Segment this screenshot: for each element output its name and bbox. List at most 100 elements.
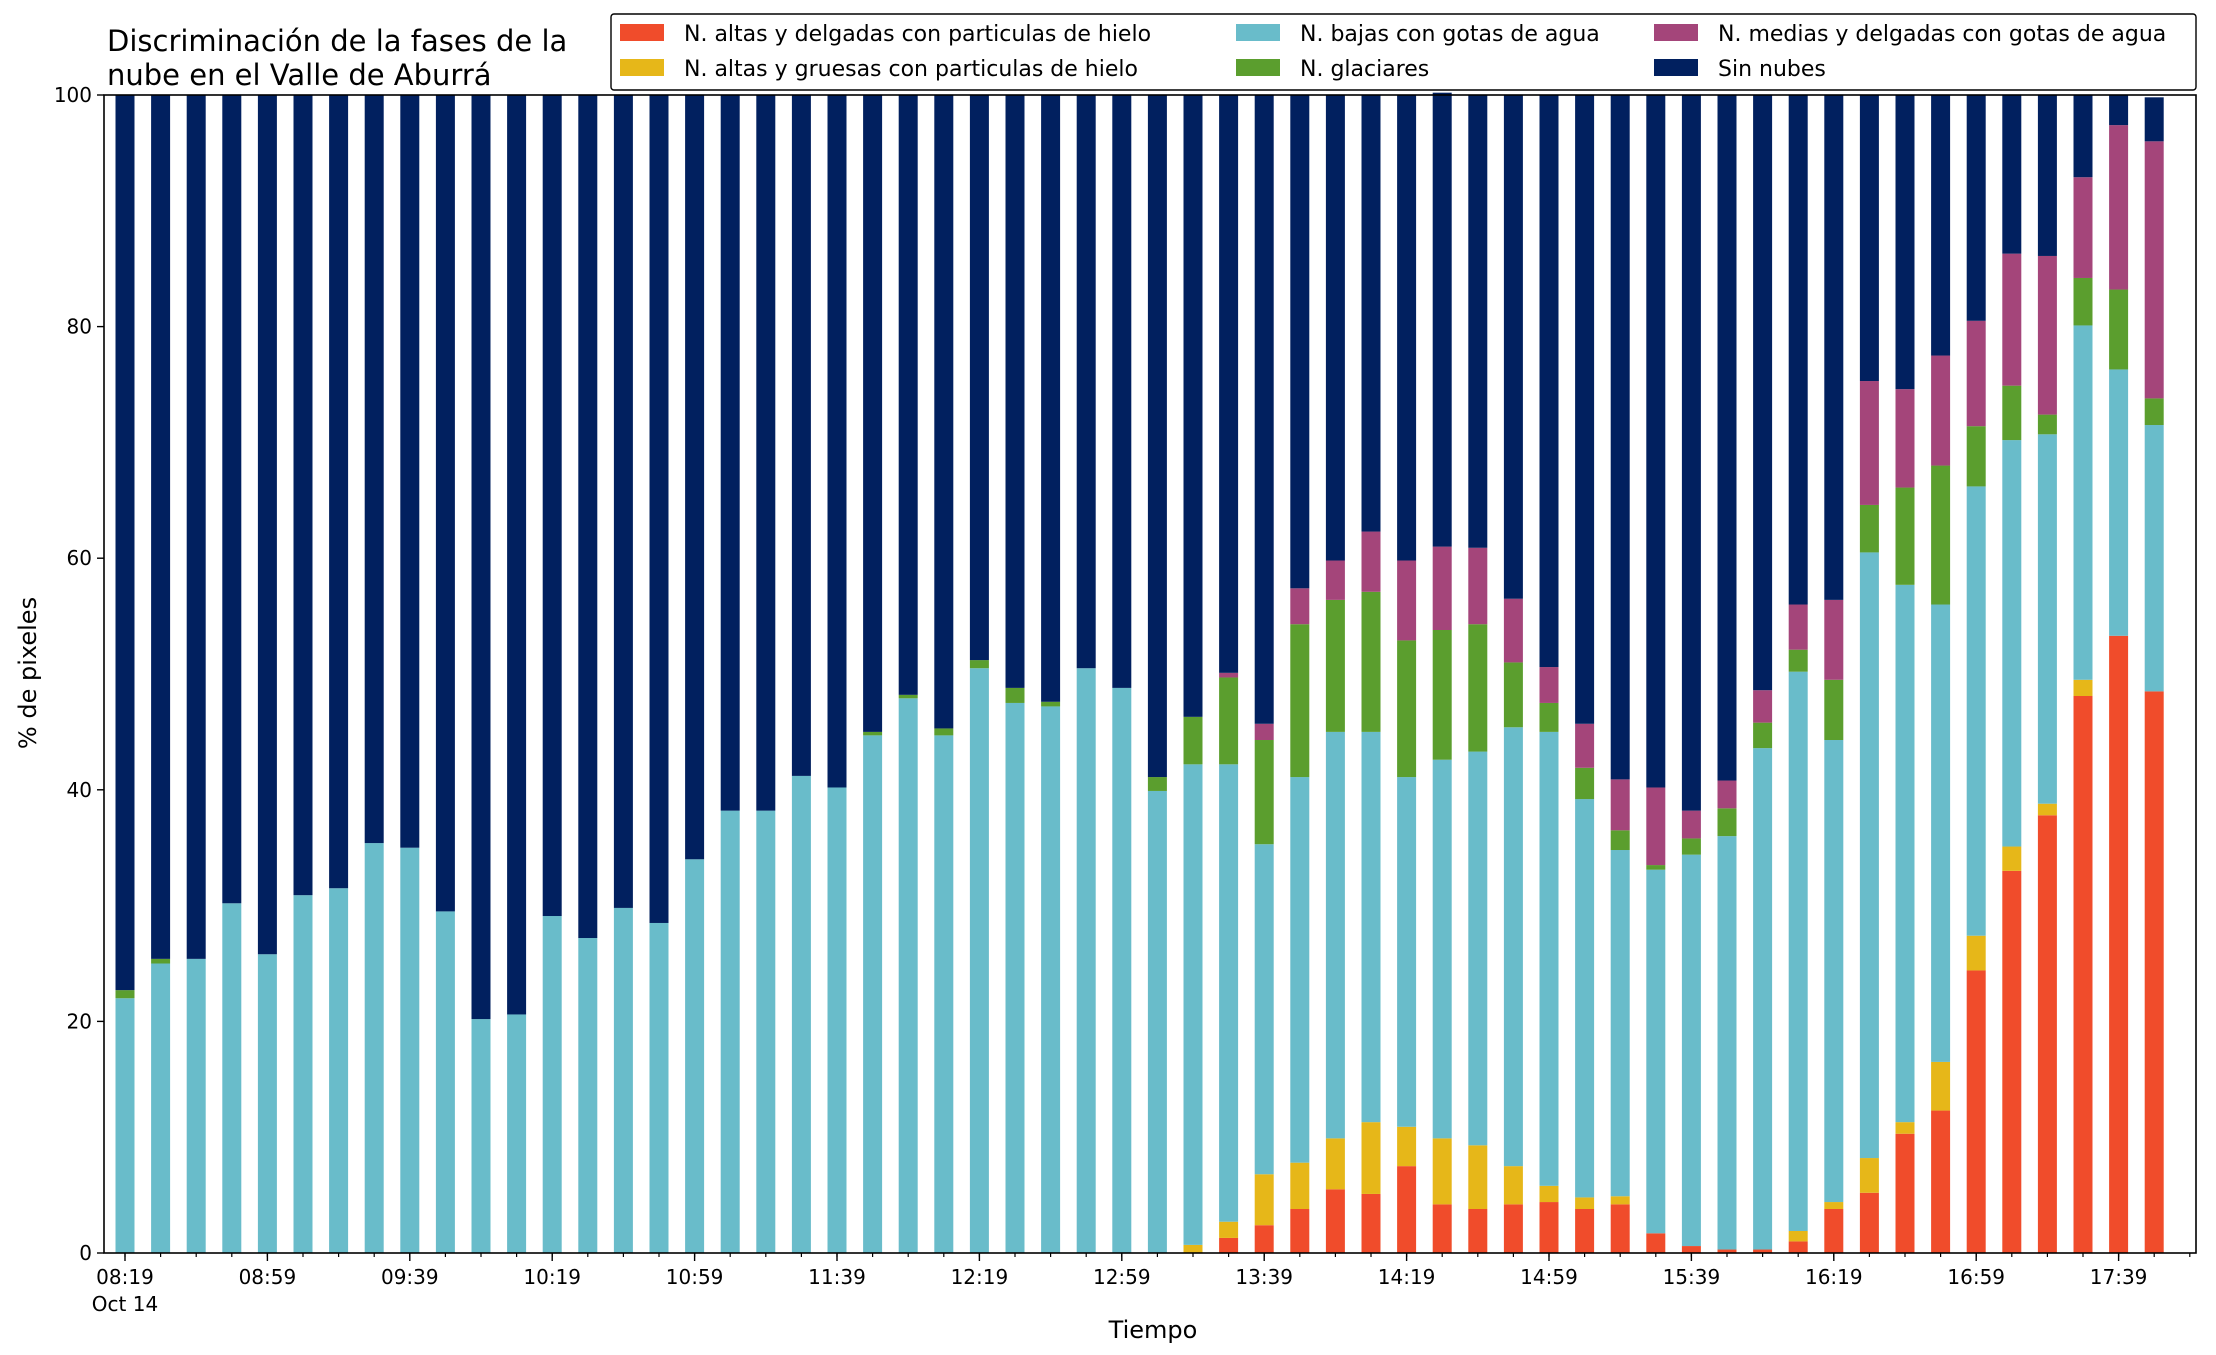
bar-segment bbox=[1575, 1197, 1595, 1209]
bar-segment bbox=[2144, 425, 2164, 692]
bar-segment bbox=[1931, 1110, 1951, 1253]
bar-segment bbox=[1610, 779, 1630, 831]
bar-stack bbox=[2037, 95, 2057, 1253]
y-tick-label: 60 bbox=[67, 546, 92, 570]
bar-stack bbox=[2144, 97, 2164, 1253]
bar-segment bbox=[685, 859, 705, 1253]
bar-segment bbox=[1859, 504, 1879, 553]
bar-segment bbox=[1931, 465, 1951, 605]
bar-segment bbox=[2002, 846, 2022, 871]
bar-segment bbox=[1895, 95, 1915, 390]
x-tick-label: 08:19 bbox=[96, 1265, 154, 1289]
bar-segment bbox=[1290, 624, 1310, 778]
bar-segment bbox=[1539, 1185, 1559, 1203]
bar-segment bbox=[1361, 1122, 1381, 1194]
bar-segment bbox=[1397, 1166, 1417, 1253]
bar-stack bbox=[400, 95, 420, 1253]
bar-stack bbox=[471, 95, 491, 1253]
bar-stack bbox=[1503, 95, 1523, 1253]
bar-segment bbox=[329, 95, 349, 889]
bar-segment bbox=[934, 735, 954, 1253]
bar-segment bbox=[1468, 1145, 1488, 1209]
bar-segment bbox=[1147, 95, 1167, 778]
bar-segment bbox=[969, 95, 989, 661]
bar-segment bbox=[1361, 95, 1381, 532]
bar-segment bbox=[2002, 385, 2022, 441]
bar-stack bbox=[1753, 95, 1773, 1253]
bar-segment bbox=[1041, 95, 1061, 702]
bar-segment bbox=[685, 95, 705, 860]
bar-segment bbox=[1859, 381, 1879, 505]
bar-segment bbox=[1397, 560, 1417, 641]
bar-segment bbox=[1966, 320, 1986, 427]
bar-segment bbox=[1859, 1192, 1879, 1253]
bar-segment bbox=[1788, 649, 1808, 672]
x-tick-label: 12:19 bbox=[951, 1265, 1009, 1289]
bar-segment bbox=[1219, 1221, 1239, 1238]
bar-stack bbox=[1610, 95, 1630, 1253]
bar-segment bbox=[1539, 95, 1559, 668]
bar-segment bbox=[1575, 799, 1595, 1198]
bar-stack bbox=[2002, 95, 2022, 1253]
legend-swatch bbox=[1236, 59, 1280, 76]
bar-stack bbox=[1824, 95, 1844, 1253]
bar-stack bbox=[1254, 95, 1274, 1253]
bar-segment bbox=[2037, 95, 2057, 256]
bar-segment bbox=[1076, 95, 1096, 669]
x-date-label: Oct 14 bbox=[92, 1292, 158, 1316]
legend-swatch bbox=[1236, 24, 1280, 41]
bar-segment bbox=[1931, 355, 1951, 466]
legend-swatch bbox=[1654, 24, 1698, 41]
bar-segment bbox=[720, 810, 740, 1253]
bar-segment bbox=[1468, 1209, 1488, 1253]
bar-segment bbox=[1219, 95, 1239, 673]
bar-segment bbox=[1895, 389, 1915, 488]
bar-stack bbox=[649, 95, 669, 1253]
bar-segment bbox=[2037, 434, 2057, 804]
bar-segment bbox=[1432, 92, 1452, 547]
bar-segment bbox=[2073, 679, 2093, 696]
bar-segment bbox=[2144, 141, 2164, 399]
bar-segment bbox=[1325, 95, 1345, 561]
legend-swatch bbox=[1654, 59, 1698, 76]
bar-segment bbox=[257, 954, 277, 1253]
bar-segment bbox=[1575, 723, 1595, 768]
legend-label: N. glaciares bbox=[1300, 57, 1429, 82]
bar-stack bbox=[1076, 95, 1096, 1253]
bar-segment bbox=[435, 911, 455, 1253]
bar-segment bbox=[2073, 95, 2093, 178]
x-tick-label: 14:59 bbox=[1520, 1265, 1578, 1289]
bar-segment bbox=[1503, 598, 1523, 663]
bar-segment bbox=[1361, 531, 1381, 592]
bar-segment bbox=[756, 95, 776, 811]
bar-stack bbox=[934, 95, 954, 1253]
bar-segment bbox=[1966, 486, 1986, 936]
bar-segment bbox=[1966, 970, 1986, 1253]
bar-stack bbox=[720, 95, 740, 1253]
bar-segment bbox=[1788, 604, 1808, 650]
bar-segment bbox=[1254, 740, 1274, 845]
bar-segment bbox=[2002, 95, 2022, 254]
bar-stack bbox=[507, 95, 527, 1253]
x-axis-label: Tiempo bbox=[1108, 1316, 1198, 1344]
bar-segment bbox=[186, 958, 206, 1253]
bar-segment bbox=[756, 810, 776, 1253]
bar-stack bbox=[329, 95, 349, 1253]
bar-segment bbox=[2109, 289, 2129, 370]
bar-segment bbox=[1254, 95, 1274, 724]
bar-segment bbox=[1041, 701, 1061, 707]
bar-stack bbox=[2073, 95, 2093, 1253]
bar-segment bbox=[329, 888, 349, 1253]
bar-segment bbox=[1859, 1158, 1879, 1193]
bar-segment bbox=[1503, 1166, 1523, 1205]
y-tick-label: 100 bbox=[54, 83, 92, 107]
x-tick-label: 10:59 bbox=[666, 1265, 724, 1289]
bar-segment bbox=[578, 95, 598, 939]
bar-segment bbox=[1005, 687, 1025, 703]
bar-segment bbox=[2073, 325, 2093, 680]
bar-segment bbox=[1112, 687, 1132, 1253]
bar-segment bbox=[1397, 95, 1417, 561]
legend-label: N. altas y gruesas con particulas de hie… bbox=[684, 57, 1138, 82]
bar-stack bbox=[578, 95, 598, 1253]
bar-segment bbox=[1859, 95, 1879, 382]
